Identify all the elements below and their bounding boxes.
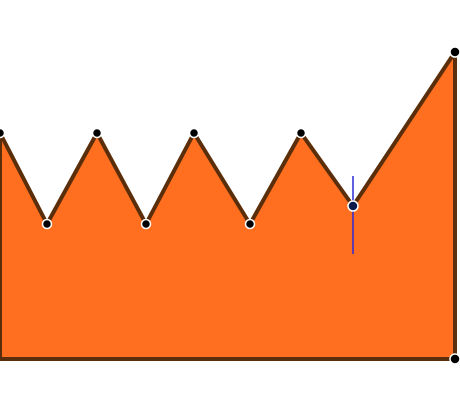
vertex-handles[interactable] (0, 46, 460, 365)
vertex-handle[interactable] (295, 127, 307, 139)
vertex-handle[interactable] (449, 46, 460, 58)
vertex-handle[interactable] (188, 127, 200, 139)
vertex-handle[interactable] (41, 218, 53, 230)
orange-polygon-shape[interactable] (0, 50, 457, 361)
vertex-handle[interactable] (244, 218, 256, 230)
vertex-handle[interactable] (91, 127, 103, 139)
vertex-handle[interactable] (0, 127, 6, 139)
selected-vertex-handle[interactable] (347, 200, 359, 212)
vertex-handle[interactable] (140, 218, 152, 230)
vertex-handle[interactable] (449, 353, 460, 365)
